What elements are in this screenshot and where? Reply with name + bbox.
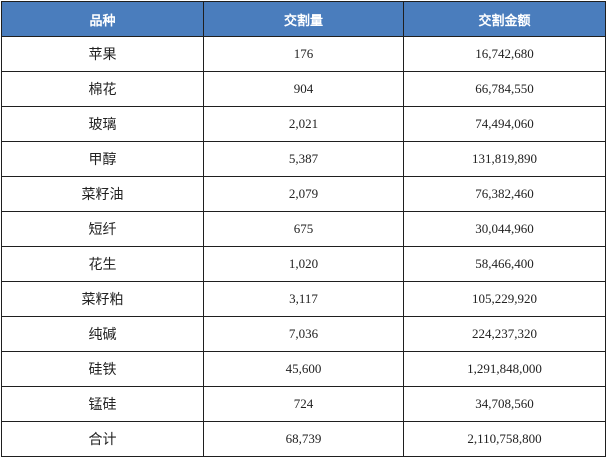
cell-variety: 硅铁 [1,351,204,387]
cell-variety: 短纤 [1,211,204,247]
cell-variety: 玻璃 [1,106,204,142]
total-row: 合计 68,739 2,110,758,800 [1,421,606,457]
cell-volume: 904 [203,71,404,107]
cell-variety: 锰硅 [1,386,204,422]
cell-volume: 7,036 [203,316,404,352]
cell-amount: 76,382,460 [403,176,606,212]
table-row: 菜籽油 2,079 76,382,460 [1,176,606,212]
table-row: 玻璃 2,021 74,494,060 [1,106,606,142]
table-row: 花生 1,020 58,466,400 [1,246,606,282]
table-header: 品种 交割量 交割金额 [1,1,606,37]
header-delivery-amount: 交割金额 [403,1,606,37]
cell-volume: 2,021 [203,106,404,142]
header-delivery-volume: 交割量 [203,1,404,37]
cell-volume: 3,117 [203,281,404,317]
cell-variety: 菜籽油 [1,176,204,212]
cell-volume: 5,387 [203,141,404,177]
cell-amount: 224,237,320 [403,316,606,352]
cell-variety: 甲醇 [1,141,204,177]
cell-amount: 105,229,920 [403,281,606,317]
table-body: 苹果 176 16,742,680 棉花 904 66,784,550 玻璃 2… [1,36,606,457]
table-row: 棉花 904 66,784,550 [1,71,606,107]
table-row: 苹果 176 16,742,680 [1,36,606,72]
cell-volume: 724 [203,386,404,422]
cell-amount: 131,819,890 [403,141,606,177]
cell-amount: 1,291,848,000 [403,351,606,387]
cell-total-amount: 2,110,758,800 [403,421,606,457]
table-row: 甲醇 5,387 131,819,890 [1,141,606,177]
table-row: 纯碱 7,036 224,237,320 [1,316,606,352]
cell-volume: 176 [203,36,404,72]
cell-total-volume: 68,739 [203,421,404,457]
cell-variety: 花生 [1,246,204,282]
cell-amount: 16,742,680 [403,36,606,72]
cell-amount: 66,784,550 [403,71,606,107]
cell-variety: 苹果 [1,36,204,72]
cell-volume: 675 [203,211,404,247]
cell-variety: 纯碱 [1,316,204,352]
cell-amount: 74,494,060 [403,106,606,142]
header-row: 品种 交割量 交割金额 [1,1,606,37]
cell-variety: 菜籽粕 [1,281,204,317]
cell-volume: 45,600 [203,351,404,387]
table-row: 菜籽粕 3,117 105,229,920 [1,281,606,317]
table-row: 硅铁 45,600 1,291,848,000 [1,351,606,387]
cell-volume: 1,020 [203,246,404,282]
table-row: 短纤 675 30,044,960 [1,211,606,247]
table-row: 锰硅 724 34,708,560 [1,386,606,422]
cell-amount: 58,466,400 [403,246,606,282]
header-variety: 品种 [1,1,204,37]
cell-amount: 34,708,560 [403,386,606,422]
cell-variety: 棉花 [1,71,204,107]
cell-volume: 2,079 [203,176,404,212]
cell-amount: 30,044,960 [403,211,606,247]
cell-total-label: 合计 [1,421,204,457]
